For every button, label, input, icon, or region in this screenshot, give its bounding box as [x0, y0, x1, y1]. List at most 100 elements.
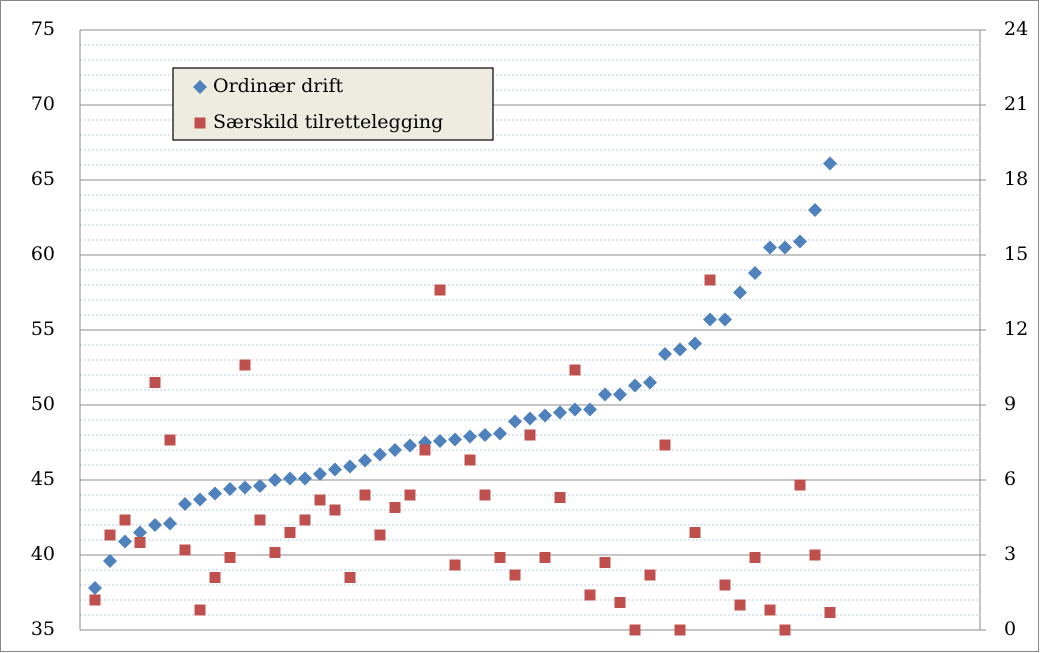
square-point	[464, 454, 476, 466]
diamond-point	[718, 312, 732, 327]
square-point	[164, 434, 176, 446]
diamond-point	[583, 402, 597, 417]
square-point	[554, 492, 566, 503]
diamond-point	[283, 471, 297, 486]
diamond-point	[343, 459, 357, 474]
square-point	[794, 479, 806, 491]
square-point	[359, 489, 371, 501]
diamond-point	[793, 234, 807, 249]
square-point	[719, 579, 731, 591]
diamond-point	[208, 486, 222, 501]
square-point	[254, 514, 266, 526]
y-tick-label: 45	[31, 468, 55, 490]
diamond-point	[538, 408, 552, 423]
diamond-point	[448, 432, 462, 447]
y2-tick-label: 21	[1004, 93, 1028, 115]
legend-marker	[194, 117, 206, 129]
legend: Ordinær drift Særskild tilrettelegging	[172, 67, 494, 141]
diamond-point	[298, 471, 312, 486]
y-tick-label: 55	[31, 318, 55, 340]
diamond-point	[658, 347, 672, 361]
y2-tick-label: 18	[1004, 168, 1028, 190]
diamond-point	[268, 473, 282, 487]
square-point	[389, 502, 401, 513]
y2-tick-label: 15	[1004, 243, 1028, 265]
diamond-point	[508, 414, 522, 429]
legend-label: Ordinær drift	[213, 75, 343, 97]
legend-marker	[193, 80, 207, 94]
diamond-point	[523, 411, 537, 426]
square-point	[404, 489, 416, 501]
diamond-point	[763, 240, 777, 255]
diamond-point	[178, 497, 192, 511]
square-point	[419, 444, 431, 456]
diamond-point	[163, 516, 177, 531]
y-tick-label: 60	[31, 243, 55, 265]
square-point	[629, 624, 641, 636]
square-point	[269, 547, 281, 558]
legend-label: Særskild tilrettelegging	[213, 111, 443, 133]
square-point	[809, 549, 821, 561]
square-point	[329, 504, 341, 516]
square-point	[524, 429, 536, 441]
y-tick-label: 50	[31, 393, 55, 415]
square-point	[779, 624, 791, 636]
square-point	[194, 604, 206, 616]
diamond-point	[103, 554, 117, 568]
square-point	[224, 552, 236, 563]
diamond-point	[493, 426, 507, 441]
square-point	[764, 604, 776, 616]
diamond-point	[193, 492, 207, 507]
square-point	[734, 599, 746, 611]
diamond-point	[628, 378, 642, 393]
y2-tick-label: 24	[1004, 18, 1028, 40]
diamond-point	[358, 453, 372, 468]
square-point	[449, 559, 461, 571]
square-point	[479, 489, 491, 501]
square-point	[824, 607, 836, 618]
diamond-point	[133, 525, 147, 540]
legend-box	[172, 67, 494, 141]
diamond-point	[748, 266, 762, 280]
diamond-point	[223, 482, 237, 496]
square-point	[314, 494, 326, 506]
square-point	[179, 544, 191, 556]
y-tick-label: 65	[31, 168, 55, 190]
diamond-point	[118, 534, 132, 549]
y2-tick-label: 6	[1004, 468, 1016, 490]
y-tick-label: 40	[31, 543, 55, 565]
diamond-point	[238, 480, 252, 495]
y2-tick-label: 12	[1004, 318, 1028, 340]
diamond-point	[778, 240, 792, 255]
diamond-point	[88, 581, 102, 595]
y-tick-label: 75	[31, 18, 55, 40]
square-point	[284, 527, 296, 538]
square-point	[434, 284, 446, 296]
square-point	[689, 527, 701, 538]
y-tick-label: 35	[31, 618, 55, 640]
diamond-point	[688, 336, 702, 351]
y2-tick-label: 9	[1004, 393, 1016, 415]
diamond-point	[673, 342, 687, 357]
square-point	[134, 537, 146, 548]
square-point	[89, 594, 101, 606]
diamond-point	[148, 518, 162, 532]
diamond-point	[478, 428, 492, 442]
square-point	[209, 572, 221, 583]
diamond-point	[823, 156, 837, 171]
diamond-point	[463, 429, 477, 444]
diamond-point	[808, 203, 822, 217]
square-point	[614, 597, 626, 608]
square-point	[539, 552, 551, 563]
diamond-point	[733, 285, 747, 300]
diamond-point	[643, 375, 657, 390]
marks	[88, 156, 837, 636]
square-point	[509, 569, 521, 581]
diamond-point	[568, 402, 582, 417]
square-point	[104, 529, 116, 541]
square-point	[569, 364, 581, 376]
square-point	[239, 359, 251, 371]
